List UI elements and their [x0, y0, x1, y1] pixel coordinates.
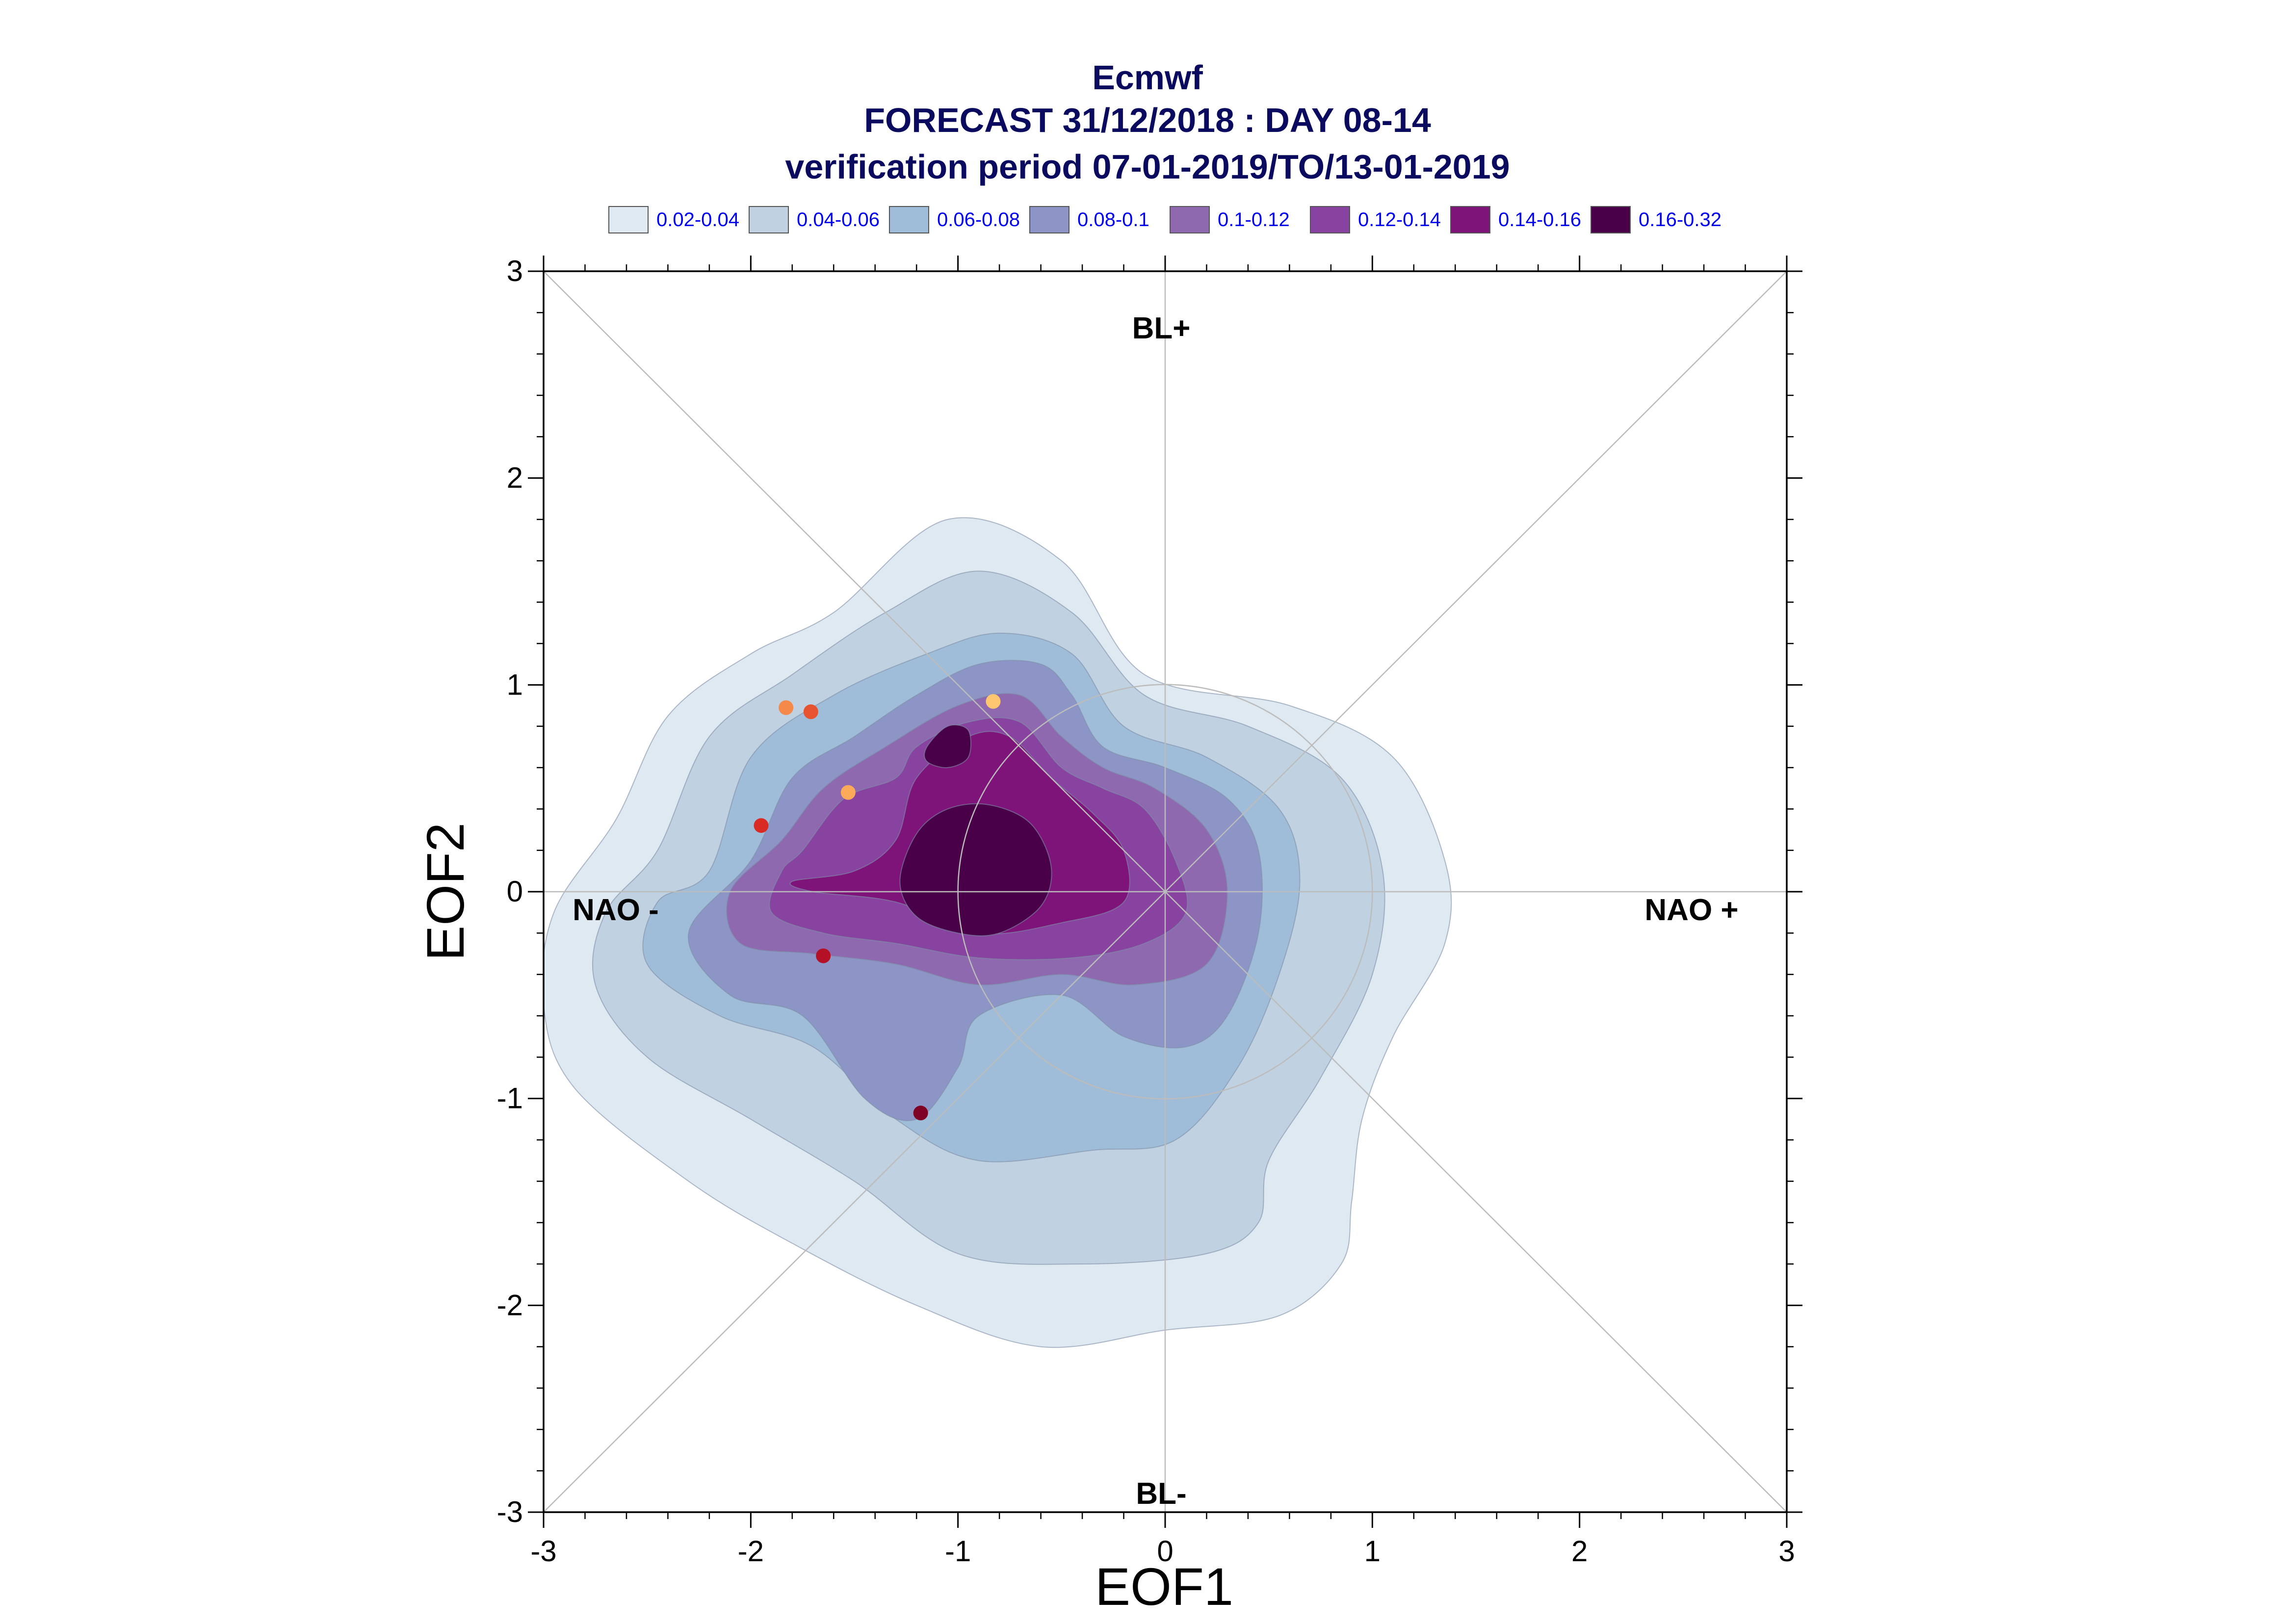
- legend-item: 0.08-0.1: [1029, 205, 1170, 236]
- ensemble-member-point: [840, 785, 856, 800]
- legend-item: 0.14-0.16: [1450, 205, 1591, 236]
- y-tick-label: 1: [507, 668, 523, 701]
- legend-item: 0.16-0.32: [1591, 205, 1731, 236]
- ensemble-member-point: [803, 704, 818, 720]
- density-contours: [544, 517, 1452, 1348]
- unit-circle: [957, 684, 1373, 1100]
- regime-label-right: NAO +: [1644, 893, 1738, 927]
- x-tick-label: 2: [1571, 1535, 1588, 1568]
- legend-label: 0.06-0.08: [937, 209, 1020, 231]
- legend-item: 0.02-0.04: [608, 205, 749, 236]
- legend-label: 0.04-0.06: [797, 209, 880, 231]
- x-axis-label: EOF1: [1095, 1557, 1233, 1616]
- legend-item: 0.1-0.12: [1170, 205, 1310, 236]
- chart-subtitle-forecast: FORECAST 31/12/2018 : DAY 08-14: [864, 101, 1431, 139]
- legend-swatch: [749, 206, 789, 233]
- ensemble-members: [754, 694, 1001, 1121]
- legend-label: 0.14-0.16: [1498, 209, 1582, 231]
- regime-label-top: BL+: [1132, 311, 1191, 345]
- x-tick-label: -2: [738, 1535, 764, 1568]
- legend-swatch: [608, 206, 649, 233]
- y-tick-label: -2: [497, 1289, 523, 1321]
- legend-label: 0.16-0.32: [1639, 209, 1722, 231]
- legend-swatch: [1591, 206, 1631, 233]
- ensemble-member-point: [913, 1106, 928, 1121]
- x-tick-label: -1: [945, 1535, 971, 1568]
- legend-swatch: [889, 206, 929, 233]
- legend-label: 0.1-0.12: [1218, 209, 1290, 231]
- guide-lines: [543, 271, 1787, 1513]
- legend-label: 0.02-0.04: [656, 209, 740, 231]
- density-contour: [924, 724, 972, 769]
- legend-item: 0.04-0.06: [749, 205, 889, 236]
- y-tick-label: -3: [497, 1495, 523, 1528]
- x-tick-label: 1: [1364, 1535, 1381, 1568]
- legend-label: 0.08-0.1: [1077, 209, 1149, 231]
- ensemble-member-point: [986, 694, 1001, 709]
- legend-item: 0.06-0.08: [889, 205, 1029, 236]
- chart-subtitle-verification: verification period 07-01-2019/TO/13-01-…: [785, 148, 1510, 186]
- legend-swatch: [1170, 206, 1210, 233]
- x-tick-label: 0: [1157, 1535, 1173, 1568]
- ensemble-member-point: [754, 818, 769, 833]
- legend-swatch: [1029, 206, 1069, 233]
- ensemble-member-point: [779, 700, 794, 715]
- ensemble-member-point: [816, 948, 831, 963]
- legend-item: 0.12-0.14: [1310, 205, 1450, 236]
- legend-label: 0.12-0.14: [1358, 209, 1441, 231]
- density-legend: 0.02-0.04 0.04-0.06 0.06-0.08 0.08-0.1 0.1-0…: [608, 205, 1737, 236]
- y-tick-label: 2: [507, 462, 523, 494]
- density-contour: [899, 803, 1052, 936]
- y-tick-label: -1: [497, 1082, 523, 1115]
- axes: -3 -2 -1 0 1 2 3 3 2 1 0 -1 -2 -3: [497, 255, 1802, 1568]
- legend-swatch: [1450, 206, 1490, 233]
- y-axis-label: EOF2: [416, 823, 475, 961]
- y-tick-label: 3: [507, 255, 523, 287]
- regime-label-bottom: BL-: [1136, 1477, 1186, 1511]
- y-tick-label: 0: [507, 875, 523, 908]
- legend-swatch: [1310, 206, 1350, 233]
- chart-title: Ecmwf: [1092, 58, 1203, 97]
- x-tick-label: 3: [1778, 1535, 1795, 1568]
- x-tick-label: -3: [530, 1535, 556, 1568]
- regime-label-left: NAO -: [573, 893, 659, 927]
